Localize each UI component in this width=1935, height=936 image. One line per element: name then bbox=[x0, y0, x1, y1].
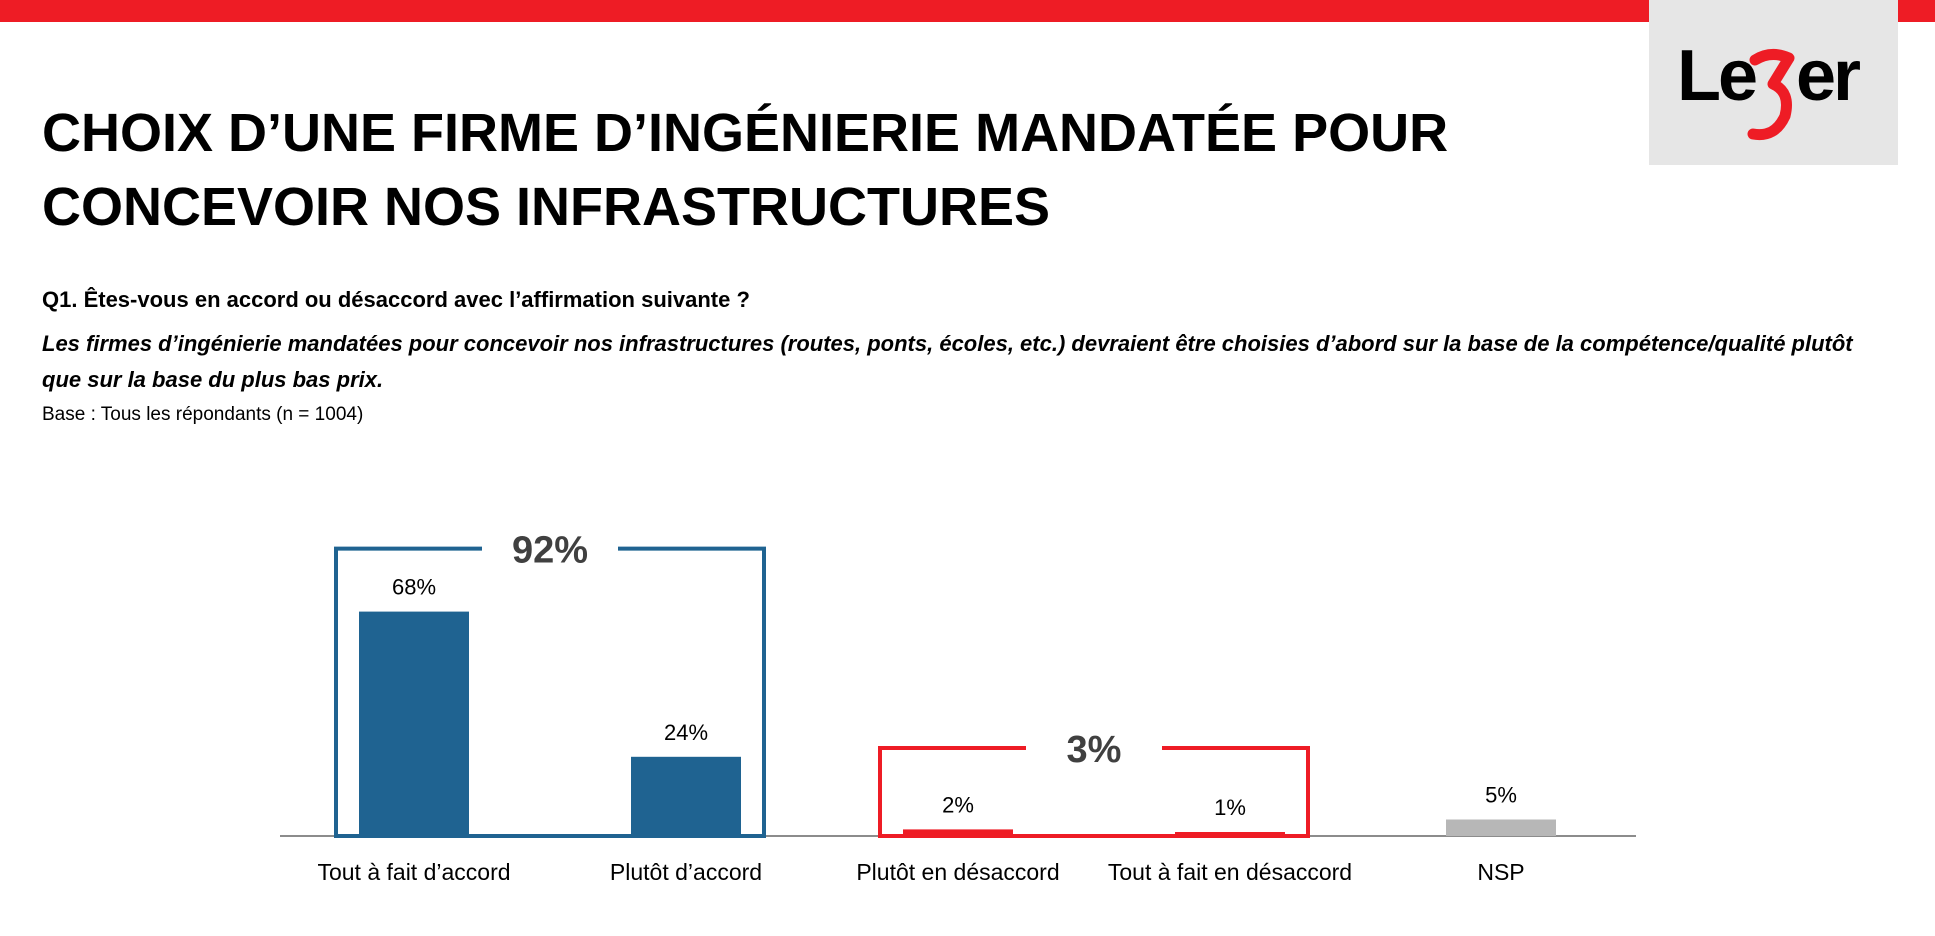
page-title: CHOIX D’UNE FIRME D’INGÉNIERIE MANDATÉE … bbox=[42, 103, 1449, 237]
value-label: 2% bbox=[942, 792, 974, 817]
statement-text: Les firmes d’ingénierie mandatées pour c… bbox=[42, 331, 1853, 392]
top-accent-bar bbox=[0, 0, 1935, 22]
svg-text:er: er bbox=[1796, 36, 1860, 116]
question-text: Q1. Êtes-vous en accord ou désaccord ave… bbox=[42, 287, 750, 312]
category-label: Plutôt en désaccord bbox=[856, 859, 1059, 885]
category-label: Plutôt d’accord bbox=[610, 859, 762, 885]
leger-logo: Le er bbox=[1649, 0, 1898, 165]
value-label: 1% bbox=[1214, 795, 1246, 820]
base-note: Base : Tous les répondants (n = 1004) bbox=[42, 404, 364, 425]
bar bbox=[359, 611, 469, 836]
group-total-label: 92% bbox=[512, 530, 588, 572]
bar bbox=[1446, 819, 1556, 836]
group-total-label: 3% bbox=[1067, 729, 1122, 771]
value-label: 24% bbox=[664, 720, 708, 745]
group-bracket bbox=[878, 746, 1310, 838]
value-label: 5% bbox=[1485, 783, 1517, 808]
svg-text:Le: Le bbox=[1677, 36, 1756, 116]
category-label: Tout à fait d’accord bbox=[317, 859, 510, 885]
group-bracket bbox=[334, 546, 766, 838]
value-label: 68% bbox=[392, 575, 436, 600]
bar bbox=[631, 756, 741, 836]
bar bbox=[903, 829, 1013, 836]
category-label: NSP bbox=[1477, 859, 1524, 885]
category-label: Tout à fait en désaccord bbox=[1108, 859, 1352, 885]
